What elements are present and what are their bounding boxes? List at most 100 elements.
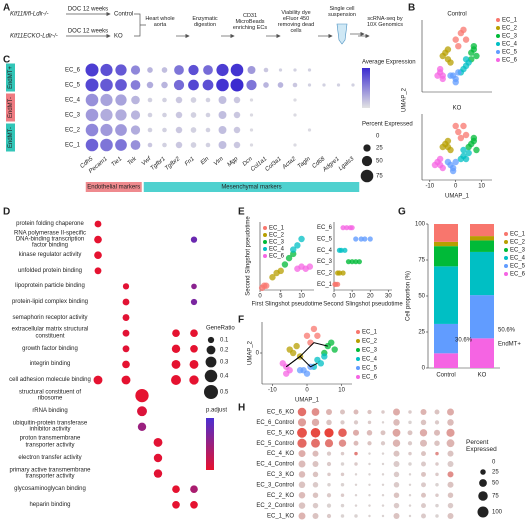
dot (307, 68, 312, 72)
dot (153, 469, 163, 478)
legend-label: EC_4 (362, 357, 378, 363)
dot (434, 409, 440, 415)
legend-label: EC_6 (502, 58, 518, 64)
row-label: EC_4_KO (267, 451, 294, 457)
dot (408, 514, 412, 518)
dot (368, 473, 371, 476)
dot (146, 81, 154, 89)
dot (447, 481, 454, 488)
bar-segment (470, 295, 494, 339)
row-label: kinase regulator activity (18, 251, 82, 258)
legend-swatch (504, 264, 508, 268)
dot (393, 482, 400, 488)
dot (393, 492, 400, 498)
point (286, 346, 293, 353)
dot (218, 141, 227, 149)
dot (218, 126, 227, 134)
dot (381, 462, 385, 466)
column-group-label: Endothelial markers (87, 185, 140, 191)
point (431, 161, 439, 169)
dot (233, 111, 241, 119)
dot (298, 502, 306, 509)
dot (190, 112, 197, 118)
dot (230, 63, 244, 77)
row-label: EC_3_Control (256, 482, 294, 488)
dot (324, 428, 334, 438)
dot (351, 83, 355, 87)
dot (447, 512, 454, 520)
legend-label: EC_4 (269, 247, 285, 253)
point (367, 236, 373, 242)
legend-swatch (496, 42, 500, 46)
x-tick-label: 30 (385, 294, 392, 300)
step-label: Viability dye eFluor 450 removing dead c… (277, 10, 315, 34)
dot (407, 430, 413, 436)
dot (326, 503, 332, 508)
legend-swatch (496, 26, 500, 30)
dot (122, 329, 130, 337)
dot (336, 83, 341, 87)
dot (153, 453, 163, 463)
dot (421, 461, 426, 467)
point (358, 236, 364, 242)
column-label: Acta2 (281, 156, 298, 172)
point (462, 155, 470, 163)
row-group-box (6, 93, 15, 122)
legend-label: 75 (492, 494, 499, 500)
dot (447, 502, 454, 509)
legend-label: 25 (492, 470, 499, 476)
diet: DOC 12 weeks (68, 29, 108, 35)
legend-swatch (504, 232, 508, 236)
dot (326, 513, 332, 519)
row-label: proton transmembrane transporter activit… (19, 435, 81, 449)
y-tick-label: EC_4 (317, 248, 333, 254)
legend-dot (360, 169, 374, 183)
point (455, 42, 462, 50)
dot (298, 450, 306, 458)
point (281, 261, 289, 268)
legend-swatch (356, 330, 360, 334)
dot (130, 110, 141, 120)
dot (311, 438, 320, 448)
dot (447, 408, 454, 416)
dot (408, 483, 412, 487)
legend-title: Percent Expressed (466, 439, 497, 453)
dot (367, 441, 372, 446)
dot (325, 408, 333, 416)
row-label: unfolded protein binding (17, 267, 83, 274)
row-label: EC_2 (65, 128, 81, 134)
dot (293, 68, 297, 72)
x-tick-label: KO (478, 373, 487, 379)
legend-dot (479, 479, 487, 487)
legend-swatch (504, 248, 508, 252)
legend-label: 0.5 (220, 390, 229, 396)
legend-swatch (356, 357, 360, 361)
point (283, 370, 290, 377)
point (452, 158, 459, 166)
dot (249, 98, 254, 102)
legend-label: EC_2 (362, 339, 378, 345)
legend-title: GeneRatio (206, 326, 235, 332)
dot (100, 78, 113, 92)
point (290, 246, 297, 253)
legend-dot (363, 144, 371, 152)
dot (172, 500, 180, 509)
dot (247, 66, 256, 74)
legend-label: EC_2 (502, 26, 518, 32)
row-label: EC_6_Control (256, 420, 294, 426)
row-label: semaphorin receptor activity (12, 314, 88, 321)
dot (312, 502, 319, 509)
diet: DOC 12 weeks (68, 7, 108, 13)
dot (190, 127, 197, 133)
dot (130, 125, 141, 135)
point (439, 164, 446, 172)
dot (433, 429, 441, 436)
point (452, 122, 459, 130)
dot (408, 473, 412, 476)
legend-label: EC_3 (362, 348, 378, 354)
dot (189, 375, 199, 385)
dot (435, 503, 439, 508)
dot (190, 344, 198, 353)
dot (171, 344, 181, 353)
dot (354, 493, 358, 497)
